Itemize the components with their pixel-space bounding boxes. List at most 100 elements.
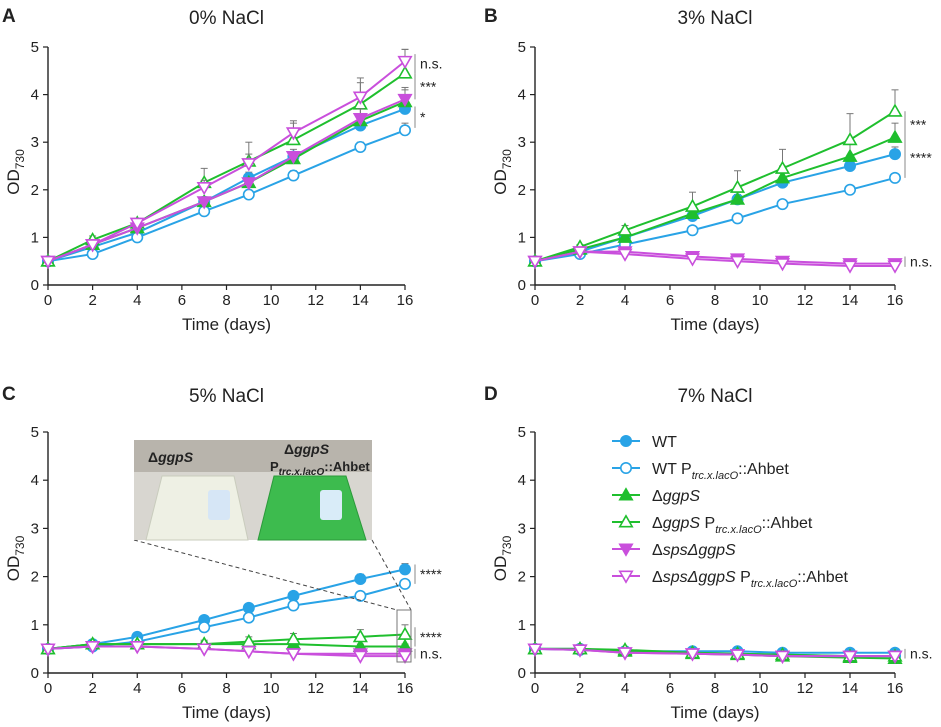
- data-point: [398, 577, 411, 590]
- y-axis-title-c: OD730: [4, 535, 27, 581]
- data-point: [352, 650, 368, 664]
- data-point: [242, 188, 255, 201]
- data-point: [843, 160, 856, 173]
- series-line: [534, 110, 896, 263]
- data-point: [397, 650, 413, 664]
- legend-marker: [618, 543, 634, 557]
- data-point: [287, 169, 300, 182]
- legend-label: ΔspsΔggpS: [652, 542, 736, 559]
- significance-label: ****: [910, 150, 932, 166]
- series-ggps-ahbet-b: [527, 89, 903, 267]
- x-tick-label-d: 6: [666, 680, 674, 697]
- photo-label-right-construct: Ptrc.x.lacO::Ahbet: [270, 459, 370, 478]
- x-tick-label-c: 16: [397, 680, 414, 697]
- data-point: [729, 255, 746, 270]
- significance-label: n.s.: [910, 254, 933, 270]
- data-point: [397, 93, 413, 108]
- data-point: [198, 621, 211, 634]
- y-axis-title-d: OD730: [491, 535, 514, 581]
- data-point: [354, 140, 367, 153]
- legend-label: WT Ptrc.x.lacO::Ahbet: [652, 461, 789, 482]
- data-point: [196, 181, 212, 196]
- data-point: [354, 573, 367, 586]
- significance-label: ***: [910, 116, 927, 132]
- data-point: [287, 589, 300, 602]
- x-axis-title-d: Time (days): [670, 703, 759, 722]
- significance-label: ****: [420, 566, 442, 582]
- series-line: [47, 568, 406, 650]
- zoom-box: [396, 609, 412, 663]
- photo-label-right: ΔggpS: [284, 441, 330, 457]
- data-point: [888, 148, 901, 161]
- series-line: [47, 633, 406, 650]
- x-tick-label-d: 16: [887, 680, 904, 697]
- data-point: [731, 212, 744, 225]
- y-tick-label-b: 2: [518, 182, 526, 199]
- x-tick-label-b: 6: [666, 292, 674, 309]
- data-point: [196, 196, 212, 210]
- data-point: [354, 589, 367, 602]
- data-point: [241, 645, 257, 660]
- series-sps-ggps-ahbet-c: [40, 641, 413, 664]
- y-tick-label-b: 3: [518, 134, 526, 151]
- x-tick-label-a: 16: [397, 292, 414, 309]
- data-point: [129, 641, 145, 655]
- data-point: [285, 151, 302, 165]
- x-tick-label-d: 12: [797, 680, 814, 697]
- data-point: [285, 127, 302, 141]
- legend-item-wt-ahbet: WT Ptrc.x.lacO::Ahbet: [612, 461, 789, 482]
- data-point: [729, 649, 746, 663]
- data-point: [686, 224, 699, 237]
- data-point: [887, 260, 903, 274]
- x-tick-label-a: 8: [222, 292, 230, 309]
- data-point: [85, 239, 101, 253]
- photo-backdrop: [134, 440, 372, 472]
- series-sps-ggps-ahbet-a: [40, 48, 413, 270]
- data-point: [40, 643, 56, 657]
- x-tick-label-a: 0: [44, 292, 52, 309]
- y-tick-label-a: 0: [31, 277, 39, 294]
- data-point: [241, 177, 257, 191]
- data-point: [888, 171, 901, 184]
- data-point: [887, 103, 903, 117]
- y-tick-label-a: 1: [31, 229, 39, 246]
- x-tick-label-a: 10: [263, 292, 280, 309]
- y-tick-label-d: 2: [518, 569, 526, 586]
- data-point: [842, 132, 858, 146]
- y-tick-label-b: 5: [518, 39, 526, 56]
- y-tick-label-a: 5: [31, 39, 39, 56]
- x-axis-title-c: Time (days): [182, 703, 271, 722]
- x-axis-title-b: Time (days): [670, 315, 759, 334]
- data-point: [527, 255, 543, 270]
- flask-left-label: [208, 490, 230, 520]
- x-tick-label-a: 14: [352, 292, 369, 309]
- legend-item-sps-ggps: ΔspsΔggpS: [612, 542, 736, 559]
- x-tick-label-b: 12: [797, 292, 814, 309]
- data-point: [285, 648, 302, 662]
- data-point: [352, 112, 368, 127]
- panel-letter-d: D: [484, 384, 498, 405]
- series-line: [534, 250, 895, 267]
- y-tick-label-d: 0: [518, 665, 526, 682]
- y-axis-title-a: OD730: [4, 149, 27, 195]
- series-line: [47, 129, 406, 263]
- data-point: [617, 647, 633, 661]
- y-tick-label-a: 2: [31, 182, 39, 199]
- y-tick-label-b: 4: [518, 87, 526, 104]
- data-point: [572, 644, 588, 658]
- data-point: [398, 124, 411, 137]
- series-ggps-ahbet-a: [40, 48, 413, 267]
- panel-letter-c: C: [2, 384, 16, 405]
- panel-title-b: 3% NaCl: [678, 8, 753, 29]
- data-point: [572, 246, 588, 260]
- zoom-connector-right: [371, 539, 412, 611]
- y-tick-label-b: 0: [518, 277, 526, 294]
- data-point: [287, 599, 300, 612]
- x-tick-label-b: 16: [887, 292, 904, 309]
- data-point: [196, 643, 212, 657]
- data-point: [617, 229, 633, 243]
